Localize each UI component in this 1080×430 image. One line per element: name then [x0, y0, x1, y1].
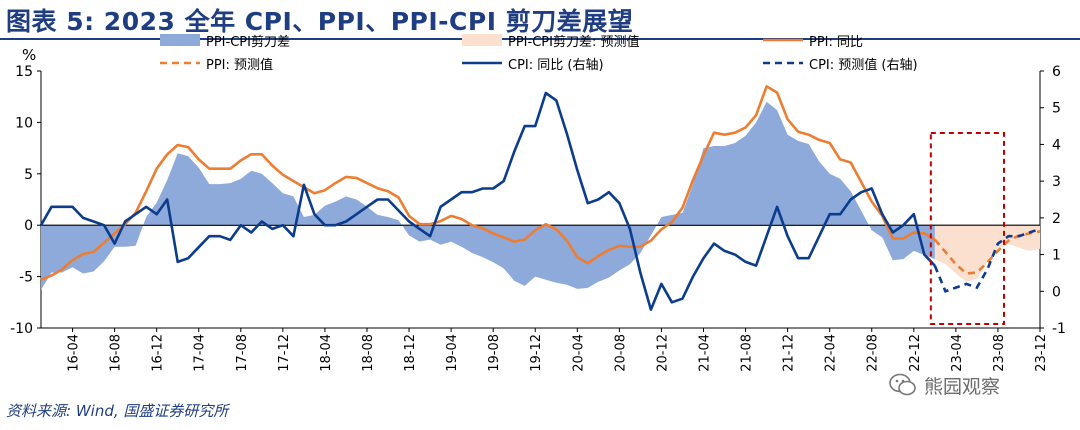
x-tick-label: 18-08	[361, 334, 376, 372]
watermark: 熊园观察	[888, 370, 1000, 400]
right-tick-label: 0	[1052, 284, 1061, 300]
legend-label-gap: PPI-CPI剪刀差	[206, 34, 290, 50]
x-tick-label: 20-04	[571, 334, 586, 372]
legend-label-cpi_forecast: CPI: 预测值 (右轴)	[809, 57, 918, 73]
left-tick-label: 15	[15, 64, 33, 80]
right-axis-ticks: 6 5 4 3 2 1 0 -1	[1040, 64, 1066, 337]
x-tick-label: 17-04	[193, 334, 208, 372]
x-tick-label: 16-08	[109, 334, 124, 372]
legend-label-cpi: CPI: 同比 (右轴)	[508, 58, 604, 73]
legend: PPI-CPI剪刀差 PPI-CPI剪刀差: 预测值 PPI: 同比 PPI: 预测值…	[160, 34, 918, 73]
left-tick-label: -10	[10, 321, 33, 337]
x-tick-label: 23-08	[992, 334, 1007, 372]
right-tick-label: 4	[1052, 137, 1061, 153]
x-tick-label: 18-12	[403, 334, 418, 372]
right-tick-label: 6	[1052, 64, 1061, 80]
right-tick-label: -1	[1052, 321, 1066, 337]
ppi-line	[40, 85, 936, 281]
x-tick-label: 21-08	[740, 334, 755, 372]
ppi-forecast-line	[933, 230, 1041, 275]
x-tick-label: 17-08	[235, 334, 250, 372]
wechat-icon	[889, 373, 916, 396]
source-note: 资料来源: Wind, 国盛证券研究所	[6, 402, 229, 420]
legend-label-gap_forecast: PPI-CPI剪刀差: 预测值	[508, 34, 639, 50]
x-tick-label: 22-08	[866, 334, 881, 372]
x-tick-label: 20-08	[613, 334, 628, 372]
x-tick-label: 23-04	[950, 334, 965, 372]
cpi-line	[39, 91, 936, 311]
left-tick-label: 10	[15, 115, 33, 131]
x-tick-label: 17-12	[277, 334, 292, 372]
watermark-text: 熊园观察	[924, 375, 1001, 398]
x-tick-label: 19-08	[487, 334, 502, 372]
x-tick-label: 18-04	[319, 334, 334, 372]
legend-swatch-gap	[160, 34, 200, 46]
x-tick-label: 19-04	[445, 334, 460, 372]
legend-label-ppi_forecast: PPI: 预测值	[206, 57, 273, 73]
right-tick-label: 1	[1052, 248, 1061, 264]
legend-swatch-gap-forecast	[462, 34, 502, 46]
x-tick-label: 16-12	[151, 334, 166, 372]
title-rule	[0, 38, 1080, 40]
x-tick-label: 23-12	[1034, 334, 1049, 372]
series-layer	[39, 85, 1041, 325]
x-tick-label: 20-12	[655, 334, 670, 372]
right-tick-label: 3	[1052, 174, 1061, 190]
x-tick-label: 22-04	[824, 334, 839, 372]
cpi-forecast-line	[933, 227, 1041, 293]
right-tick-label: 5	[1052, 101, 1061, 117]
left-axis-unit: %	[22, 46, 36, 64]
left-tick-label: -5	[19, 270, 33, 286]
forecast-highlight-box	[929, 132, 1005, 325]
x-axis-ticks: 16-04 16-08 16-12 17-04 17-08 17-12 18-04 18-08…	[67, 328, 1049, 372]
gap-forecast-area	[934, 225, 1040, 282]
x-tick-label: 21-12	[782, 334, 797, 372]
left-tick-label: 0	[24, 218, 33, 234]
chart-title: 图表 5: 2023 全年 CPI、PPI、PPI-CPI 剪刀差展望	[6, 7, 634, 36]
gap-area	[41, 101, 935, 290]
left-axis-ticks: 15 10 5 0 -5 -10	[10, 64, 41, 337]
left-tick-label: 5	[24, 167, 33, 183]
right-tick-label: 2	[1052, 211, 1061, 227]
legend-label-ppi: PPI: 同比	[809, 35, 863, 50]
x-tick-label: 19-12	[529, 334, 544, 372]
x-tick-label: 21-04	[697, 334, 712, 372]
x-tick-label: 16-04	[67, 334, 82, 372]
x-tick-label: 22-12	[908, 334, 923, 372]
